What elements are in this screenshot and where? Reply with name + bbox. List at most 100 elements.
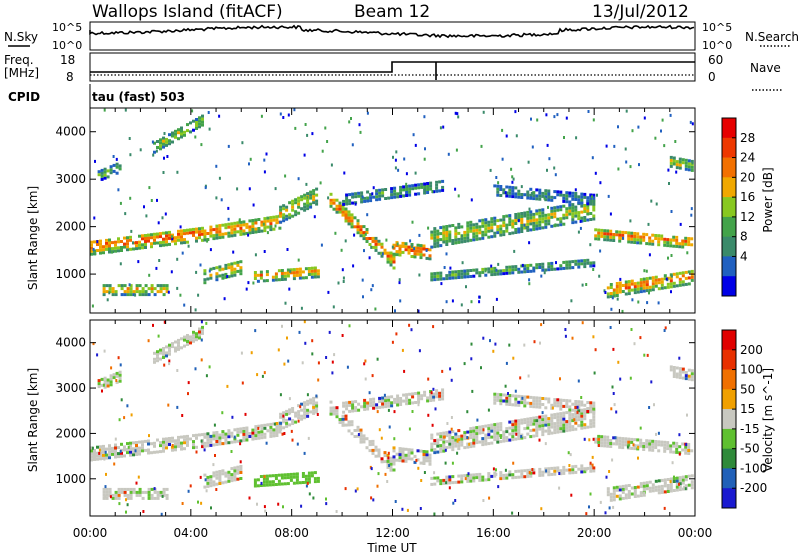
heatmap-cell [571, 194, 575, 198]
heatmap-cell [215, 473, 219, 477]
heatmap-cell [589, 193, 593, 197]
heatmap-cell [541, 226, 545, 230]
heatmap-cell [690, 474, 694, 478]
heatmap-cell [126, 451, 129, 455]
heatmap-cell [224, 480, 228, 484]
heatmap-cell [672, 159, 676, 163]
heatmap-cell [396, 403, 400, 407]
heatmap-cell [203, 235, 207, 239]
heatmap-cell [478, 219, 482, 223]
scatter-cell [247, 233, 250, 237]
heatmap-cell [615, 439, 619, 443]
heatmap-cell [248, 228, 252, 232]
heatmap-cell [520, 395, 524, 399]
heatmap-cell [180, 135, 183, 139]
heatmap-cell [307, 480, 311, 484]
heatmap-cell [419, 247, 423, 251]
heatmap-cell [633, 438, 637, 442]
heatmap-cell [493, 423, 497, 427]
scatter-cell [370, 288, 373, 292]
heatmap-cell [523, 270, 527, 274]
scatter-cell [374, 307, 377, 311]
heatmap-cell [372, 400, 376, 404]
heatmap-cell [553, 206, 557, 210]
heatmap-cell [669, 279, 673, 283]
colorbar-tick-label: 20 [740, 170, 755, 184]
heatmap-cell [627, 493, 631, 496]
heatmap-cell [177, 238, 180, 242]
heatmap-cell [448, 273, 452, 277]
heatmap-cell [547, 426, 551, 430]
heatmap-cell [168, 343, 171, 347]
heatmap-cell [335, 210, 339, 214]
heatmap-cell [502, 439, 506, 443]
scatter-cell [212, 463, 215, 467]
heatmap-cell [505, 396, 509, 400]
heatmap-cell [410, 243, 414, 246]
heatmap-cell [618, 442, 622, 446]
heatmap-cell [633, 489, 637, 492]
heatmap-cell [645, 283, 649, 287]
heatmap-cell [90, 249, 93, 253]
heatmap-cell [433, 239, 437, 243]
heatmap-cell [577, 406, 581, 410]
heatmap-cell [559, 427, 563, 431]
heatmap-cell [269, 219, 273, 223]
heatmap-cell [351, 192, 355, 196]
heatmap-cell [192, 339, 195, 343]
heatmap-cell [669, 447, 673, 451]
heatmap-cell [351, 201, 355, 205]
heatmap-cell [499, 425, 503, 429]
heatmap-cell [123, 454, 126, 458]
heatmap-cell [508, 217, 512, 221]
heatmap-cell [535, 434, 539, 438]
heatmap-cell [417, 183, 421, 187]
heatmap-cell [517, 434, 521, 438]
heatmap-cell [454, 441, 458, 445]
heatmap-cell [368, 449, 372, 453]
heatmap-cell [209, 437, 213, 441]
heatmap-cell [574, 208, 578, 212]
heatmap-cell [690, 483, 694, 487]
heatmap-cell [236, 430, 240, 434]
heatmap-cell [441, 397, 445, 401]
heatmap-cell [316, 269, 320, 273]
heatmap-cell [248, 432, 252, 435]
heatmap-cell [556, 421, 560, 425]
heatmap-cell [393, 400, 397, 404]
heatmap-cell [105, 496, 109, 500]
heatmap-cell [520, 221, 524, 224]
heatmap-cell [541, 217, 545, 221]
heatmap-cell [535, 422, 539, 426]
heatmap-cell [156, 350, 159, 354]
heatmap-cell [559, 469, 563, 473]
heatmap-cell [651, 239, 655, 243]
scatter-cell [139, 148, 142, 152]
scatter-cell [204, 478, 207, 482]
heatmap-cell [266, 216, 270, 220]
heatmap-cell [294, 414, 298, 418]
heatmap-cell [201, 232, 204, 236]
heatmap-cell [687, 377, 691, 381]
heatmap-cell [351, 400, 355, 404]
heatmap-cell [416, 252, 420, 256]
heatmap-cell [114, 452, 117, 456]
velocity-frame [89, 319, 696, 517]
heatmap-cell [612, 294, 616, 298]
heatmap-cell [354, 409, 358, 413]
scatter-cell [679, 222, 682, 226]
heatmap-cell [402, 185, 406, 189]
heatmap-cell [592, 214, 596, 218]
heatmap-cell [496, 392, 500, 396]
heatmap-cell [156, 493, 160, 497]
heatmap-cell [233, 227, 237, 231]
scatter-cell [320, 243, 323, 247]
heatmap-cell [274, 275, 278, 279]
heatmap-cell [102, 496, 106, 500]
heatmap-cell [672, 369, 676, 372]
heatmap-cell [126, 487, 130, 491]
heatmap-cell [520, 230, 524, 233]
scatter-cell [371, 374, 374, 378]
heatmap-cell [606, 435, 610, 439]
heatmap-cell [523, 267, 527, 271]
